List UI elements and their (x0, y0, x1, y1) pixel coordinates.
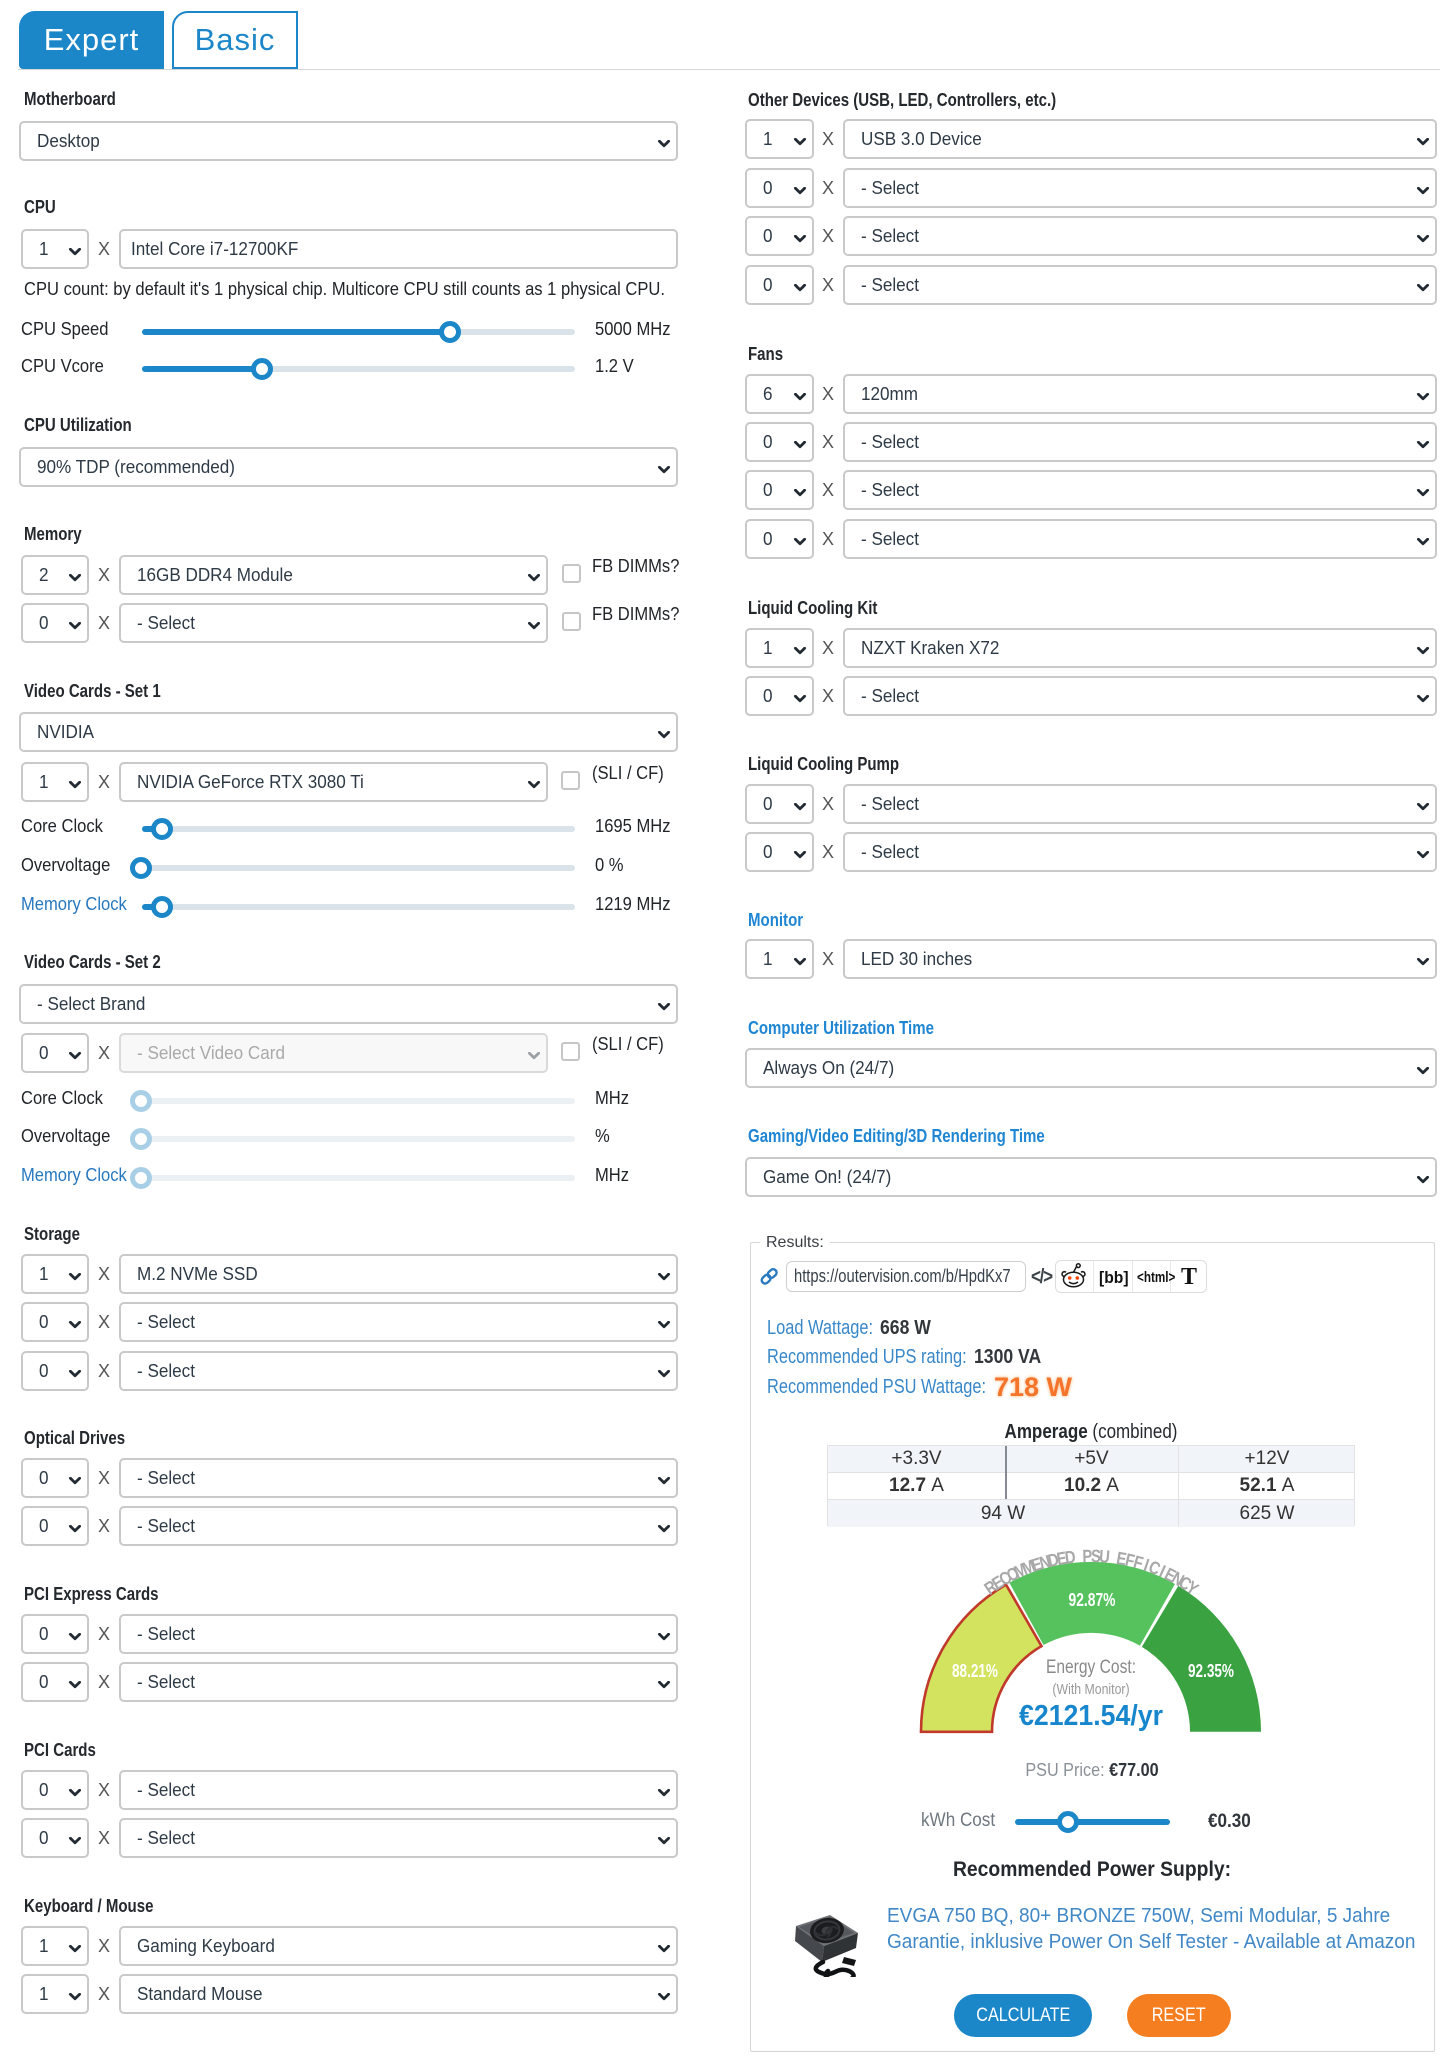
svg-text:S: S (1091, 1547, 1101, 1567)
svg-text:P: P (1082, 1547, 1092, 1567)
svg-text:I: I (1156, 1562, 1168, 1582)
svg-text:92.35%: 92.35% (1188, 1661, 1234, 1681)
svg-text:88.21%: 88.21% (952, 1661, 998, 1681)
svg-text:N: N (1037, 1552, 1052, 1574)
svg-text:U: U (1098, 1547, 1110, 1567)
svg-text:E: E (1115, 1549, 1128, 1570)
svg-text:D: D (1064, 1547, 1077, 1568)
svg-text:92.87%: 92.87% (1069, 1590, 1116, 1610)
svg-text:F: F (1123, 1550, 1136, 1571)
svg-text:D: D (1046, 1550, 1061, 1572)
svg-text:I: I (1141, 1556, 1151, 1576)
svg-text:E: E (1055, 1549, 1068, 1570)
